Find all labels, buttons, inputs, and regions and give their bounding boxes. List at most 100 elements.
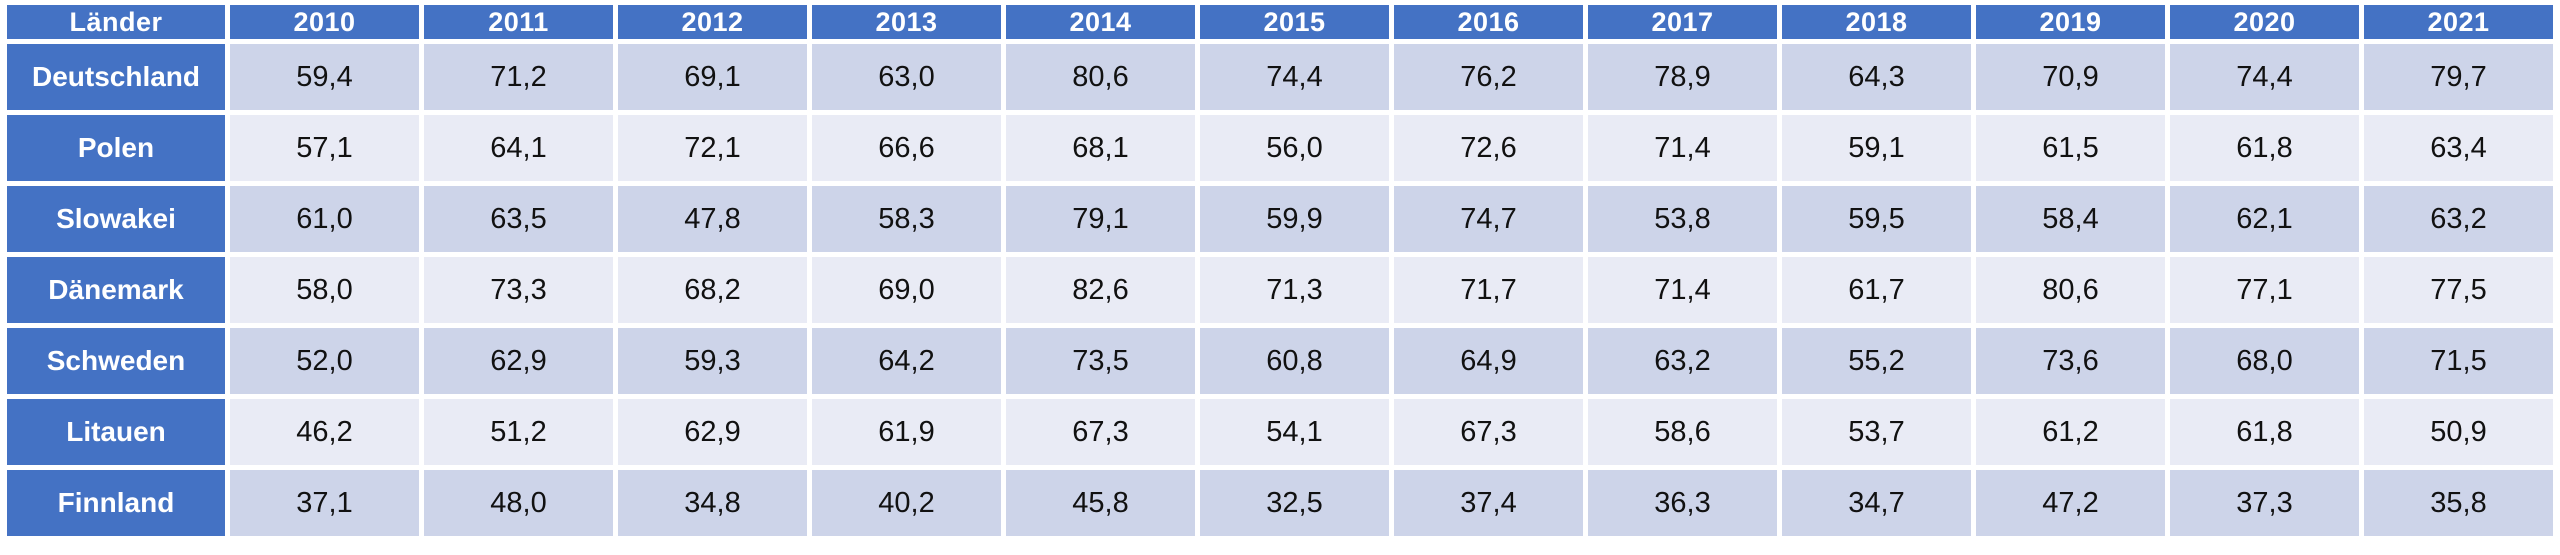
value-cell: 68,2 — [618, 257, 807, 323]
header-cell-year: 2010 — [230, 5, 419, 39]
value-cell: 58,0 — [230, 257, 419, 323]
value-cell: 61,9 — [812, 399, 1001, 465]
value-cell: 73,5 — [1006, 328, 1195, 394]
header-cell-laender: Länder — [7, 5, 225, 39]
header-cell-year: 2013 — [812, 5, 1001, 39]
header-cell-year: 2020 — [2170, 5, 2359, 39]
value-cell: 82,6 — [1006, 257, 1195, 323]
header-cell-year: 2011 — [424, 5, 613, 39]
value-cell: 61,8 — [2170, 115, 2359, 181]
value-cell: 80,6 — [1976, 257, 2165, 323]
value-cell: 63,2 — [1588, 328, 1777, 394]
country-label-cell: Finnland — [7, 470, 225, 536]
value-cell: 47,2 — [1976, 470, 2165, 536]
value-cell: 78,9 — [1588, 44, 1777, 110]
country-label-cell: Deutschland — [7, 44, 225, 110]
header-row: Länder 2010 2011 2012 2013 2014 2015 2016 2017 20… — [7, 5, 2553, 39]
value-cell: 34,7 — [1782, 470, 1971, 536]
value-cell: 59,3 — [618, 328, 807, 394]
value-cell: 71,2 — [424, 44, 613, 110]
value-cell: 37,4 — [1394, 470, 1583, 536]
value-cell: 71,5 — [2364, 328, 2553, 394]
value-cell: 68,0 — [2170, 328, 2359, 394]
value-cell: 32,5 — [1200, 470, 1389, 536]
value-cell: 63,0 — [812, 44, 1001, 110]
country-label-cell: Schweden — [7, 328, 225, 394]
value-cell: 64,1 — [424, 115, 613, 181]
value-cell: 62,9 — [618, 399, 807, 465]
table-row: Polen 57,1 64,1 72,1 66,6 68,1 56,0 72,6 71,4 59,… — [7, 115, 2553, 181]
value-cell: 34,8 — [618, 470, 807, 536]
value-cell: 68,1 — [1006, 115, 1195, 181]
value-cell: 55,2 — [1782, 328, 1971, 394]
value-cell: 52,0 — [230, 328, 419, 394]
value-cell: 80,6 — [1006, 44, 1195, 110]
header-cell-year: 2017 — [1588, 5, 1777, 39]
header-cell-year: 2015 — [1200, 5, 1389, 39]
value-cell: 45,8 — [1006, 470, 1195, 536]
data-table: Länder 2010 2011 2012 2013 2014 2015 2016 2017 20… — [2, 0, 2558, 541]
table-row: Slowakei 61,0 63,5 47,8 58,3 79,1 59,9 74,7 53,8… — [7, 186, 2553, 252]
value-cell: 47,8 — [618, 186, 807, 252]
header-cell-year: 2021 — [2364, 5, 2553, 39]
value-cell: 61,5 — [1976, 115, 2165, 181]
value-cell: 71,4 — [1588, 115, 1777, 181]
value-cell: 61,0 — [230, 186, 419, 252]
value-cell: 64,9 — [1394, 328, 1583, 394]
value-cell: 76,2 — [1394, 44, 1583, 110]
country-label-cell: Litauen — [7, 399, 225, 465]
value-cell: 48,0 — [424, 470, 613, 536]
value-cell: 50,9 — [2364, 399, 2553, 465]
country-label-cell: Dänemark — [7, 257, 225, 323]
value-cell: 71,3 — [1200, 257, 1389, 323]
value-cell: 62,1 — [2170, 186, 2359, 252]
value-cell: 66,6 — [812, 115, 1001, 181]
value-cell: 69,1 — [618, 44, 807, 110]
value-cell: 73,6 — [1976, 328, 2165, 394]
table-row: Deutschland 59,4 71,2 69,1 63,0 80,6 74,4 76,2 7… — [7, 44, 2553, 110]
header-cell-year: 2018 — [1782, 5, 1971, 39]
value-cell: 73,3 — [424, 257, 613, 323]
value-cell: 35,8 — [2364, 470, 2553, 536]
header-cell-year: 2016 — [1394, 5, 1583, 39]
value-cell: 59,4 — [230, 44, 419, 110]
value-cell: 62,9 — [424, 328, 613, 394]
value-cell: 57,1 — [230, 115, 419, 181]
table-body: Deutschland 59,4 71,2 69,1 63,0 80,6 74,4 76,2 7… — [7, 44, 2553, 536]
table-container: Länder 2010 2011 2012 2013 2014 2015 2016 2017 20… — [2, 0, 2558, 541]
value-cell: 67,3 — [1006, 399, 1195, 465]
header-cell-year: 2012 — [618, 5, 807, 39]
value-cell: 74,7 — [1394, 186, 1583, 252]
value-cell: 40,2 — [812, 470, 1001, 536]
table-row: Dänemark 58,0 73,3 68,2 69,0 82,6 71,3 71,7 71,4… — [7, 257, 2553, 323]
table-row: Litauen 46,2 51,2 62,9 61,9 67,3 54,1 67,3 58,6 5… — [7, 399, 2553, 465]
value-cell: 36,3 — [1588, 470, 1777, 536]
value-cell: 74,4 — [1200, 44, 1389, 110]
value-cell: 63,4 — [2364, 115, 2553, 181]
value-cell: 61,8 — [2170, 399, 2359, 465]
value-cell: 46,2 — [230, 399, 419, 465]
value-cell: 64,2 — [812, 328, 1001, 394]
value-cell: 70,9 — [1976, 44, 2165, 110]
value-cell: 37,3 — [2170, 470, 2359, 536]
value-cell: 54,1 — [1200, 399, 1389, 465]
value-cell: 79,1 — [1006, 186, 1195, 252]
value-cell: 59,5 — [1782, 186, 1971, 252]
value-cell: 71,7 — [1394, 257, 1583, 323]
header-cell-year: 2019 — [1976, 5, 2165, 39]
value-cell: 72,1 — [618, 115, 807, 181]
value-cell: 79,7 — [2364, 44, 2553, 110]
value-cell: 61,2 — [1976, 399, 2165, 465]
value-cell: 63,2 — [2364, 186, 2553, 252]
value-cell: 58,4 — [1976, 186, 2165, 252]
table-row: Schweden 52,0 62,9 59,3 64,2 73,5 60,8 64,9 63,2… — [7, 328, 2553, 394]
header-cell-year: 2014 — [1006, 5, 1195, 39]
value-cell: 53,7 — [1782, 399, 1971, 465]
value-cell: 56,0 — [1200, 115, 1389, 181]
country-label-cell: Slowakei — [7, 186, 225, 252]
value-cell: 63,5 — [424, 186, 613, 252]
value-cell: 74,4 — [2170, 44, 2359, 110]
value-cell: 77,1 — [2170, 257, 2359, 323]
table-row: Finnland 37,1 48,0 34,8 40,2 45,8 32,5 37,4 36,3… — [7, 470, 2553, 536]
value-cell: 37,1 — [230, 470, 419, 536]
